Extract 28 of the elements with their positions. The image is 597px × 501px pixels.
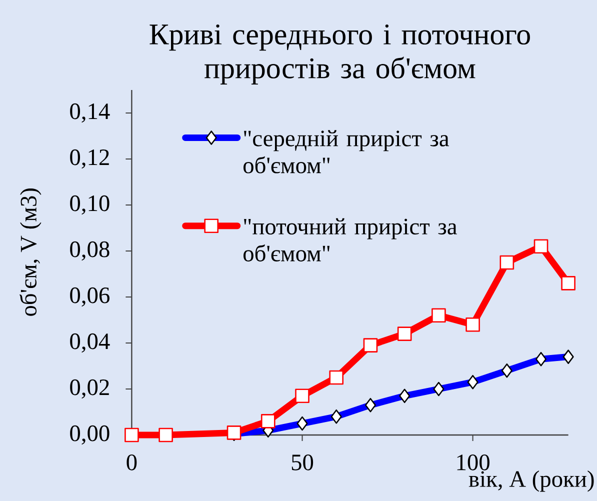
- point: [124, 428, 139, 442]
- x-tick-label: 50: [292, 454, 314, 470]
- point: [534, 239, 548, 254]
- point: [466, 317, 480, 332]
- y-tick-label: 0,08: [70, 241, 110, 261]
- point: [561, 276, 576, 290]
- point: [500, 255, 514, 270]
- y-tick-label: 0,06: [70, 287, 110, 307]
- point: [158, 428, 173, 442]
- point: [363, 338, 378, 352]
- legend-label: "поточний приріст за об'ємом": [244, 218, 457, 262]
- point: [432, 308, 446, 323]
- point: [260, 414, 276, 428]
- point: [295, 388, 310, 404]
- y-tick-label: 0,12: [70, 149, 109, 169]
- y-tick-label: 0,00: [70, 425, 110, 445]
- x-axis-title: вік, А (роки): [468, 470, 594, 492]
- x-tick-label: 0: [126, 454, 137, 470]
- y-tick-label: 0,10: [70, 195, 110, 215]
- point: [329, 370, 344, 385]
- x-tick-label: 100: [457, 454, 490, 470]
- y-tick-label: 0,14: [70, 103, 110, 123]
- legend-label: "середній приріст за об'ємом": [244, 130, 450, 174]
- point: [397, 326, 412, 341]
- y-tick-label: 0,04: [70, 333, 110, 353]
- y-axis-title: об'єм, V (м3): [20, 188, 42, 316]
- y-tick-label: 0,02: [70, 379, 109, 399]
- chart-title: Криві середнього і поточного приростів за об'ємом: [150, 24, 530, 84]
